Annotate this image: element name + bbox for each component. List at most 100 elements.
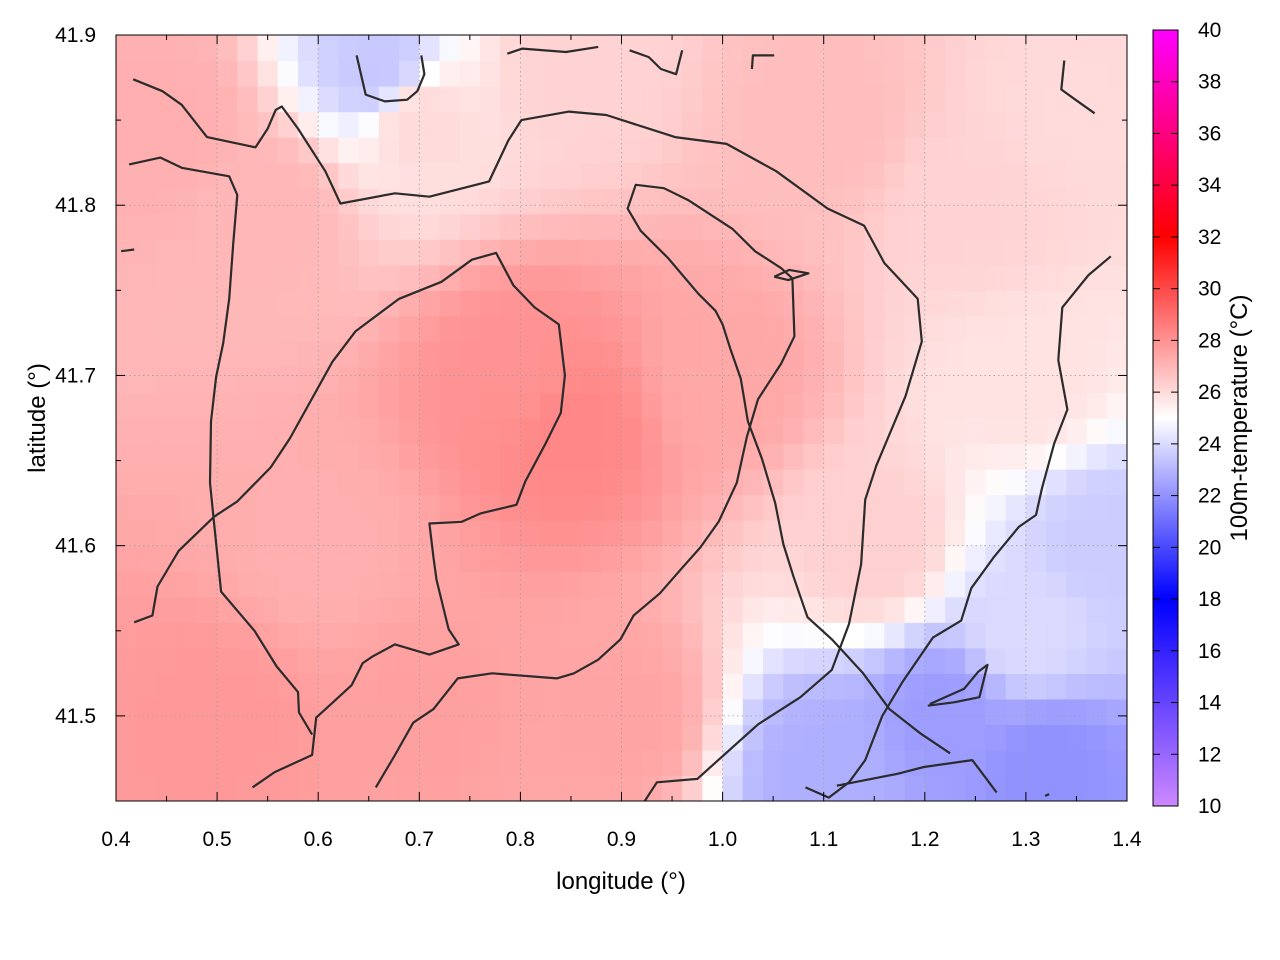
heatmap-cell xyxy=(257,749,279,777)
heatmap-cell xyxy=(742,494,764,521)
heatmap-cell xyxy=(1086,290,1108,317)
heatmap-cell xyxy=(601,545,623,572)
heatmap-cell xyxy=(823,724,845,751)
heatmap-cell xyxy=(358,290,380,317)
heatmap-cell xyxy=(459,622,481,649)
heatmap-cell xyxy=(297,290,319,317)
heatmap-cell xyxy=(277,111,299,138)
heatmap-cell xyxy=(864,60,885,87)
heatmap-cell xyxy=(136,622,158,649)
heatmap-cell xyxy=(378,239,400,266)
heatmap-cell xyxy=(924,647,946,674)
heatmap-cell xyxy=(924,775,946,801)
heatmap-cell xyxy=(985,571,1007,598)
heatmap-cell xyxy=(217,188,238,215)
heatmap-cell xyxy=(1066,315,1088,342)
heatmap-cell xyxy=(884,596,906,623)
heatmap-cell xyxy=(277,622,299,649)
heatmap-cell xyxy=(1046,341,1067,368)
heatmap-cell xyxy=(722,162,744,189)
heatmap-cell xyxy=(581,698,602,725)
heatmap-cell xyxy=(378,443,400,470)
heatmap-cell xyxy=(378,137,400,164)
heatmap-cell xyxy=(196,137,218,164)
heatmap-cell xyxy=(136,188,158,215)
heatmap-cell xyxy=(399,239,420,266)
heatmap-cell xyxy=(237,673,259,700)
heatmap-cell xyxy=(297,162,319,189)
heatmap-cell xyxy=(318,698,340,725)
heatmap-cell xyxy=(560,213,582,240)
heatmap-cell xyxy=(318,647,340,674)
heatmap-cell xyxy=(479,545,501,572)
heatmap-cell xyxy=(459,86,481,113)
heatmap-cell xyxy=(560,596,582,623)
heatmap-cell xyxy=(763,418,784,445)
heatmap-cell xyxy=(399,392,420,419)
heatmap-cell xyxy=(823,264,845,291)
heatmap-cell xyxy=(237,698,259,725)
heatmap-cell xyxy=(843,520,865,547)
heatmap-cell xyxy=(803,162,825,189)
y-tick-label: 41.9 xyxy=(55,24,96,47)
heatmap-cell xyxy=(136,239,158,266)
heatmap-cell xyxy=(378,571,400,598)
heatmap-cell xyxy=(217,775,238,801)
heatmap-cell xyxy=(843,213,865,240)
heatmap-cell xyxy=(1046,520,1067,547)
heatmap-cell xyxy=(621,520,643,547)
heatmap-cell xyxy=(641,341,663,368)
heatmap-cell xyxy=(479,698,501,725)
heatmap-cell xyxy=(581,315,602,342)
heatmap-cell xyxy=(237,315,259,342)
heatmap-cell xyxy=(277,341,299,368)
heatmap-cell xyxy=(641,571,663,598)
heatmap-cell xyxy=(419,775,441,801)
heatmap-cell xyxy=(742,341,764,368)
heatmap-cell xyxy=(217,213,238,240)
heatmap-cell xyxy=(945,137,966,164)
heatmap-cell xyxy=(1025,315,1047,342)
heatmap-cell xyxy=(884,315,906,342)
heatmap-cell xyxy=(601,341,623,368)
heatmap-cell xyxy=(378,264,400,291)
heatmap-cell xyxy=(277,188,299,215)
heatmap-cell xyxy=(904,213,926,240)
heatmap-cell xyxy=(682,137,703,164)
heatmap-cell xyxy=(237,724,259,751)
heatmap-cell xyxy=(924,188,946,215)
heatmap-cell xyxy=(358,137,380,164)
heatmap-cell xyxy=(661,469,683,496)
heatmap-cell xyxy=(621,443,643,470)
heatmap-cell xyxy=(924,520,946,547)
heatmap-cell xyxy=(904,418,926,445)
heatmap-cell xyxy=(904,86,926,113)
heatmap-cell xyxy=(540,622,562,649)
heatmap-cell xyxy=(1025,86,1047,113)
heatmap-cell xyxy=(682,392,703,419)
heatmap-cell xyxy=(965,571,987,598)
heatmap-cell xyxy=(439,749,461,777)
heatmap-cell xyxy=(904,494,926,521)
colorbar-tick-label: 38 xyxy=(1198,71,1221,94)
heatmap-cell xyxy=(641,698,663,725)
heatmap-cell xyxy=(985,315,1007,342)
heatmap-cell xyxy=(136,213,158,240)
heatmap-cell xyxy=(297,188,319,215)
heatmap-cell xyxy=(358,264,380,291)
heatmap-cell xyxy=(702,213,724,240)
heatmap-cell xyxy=(176,35,198,62)
heatmap-cell xyxy=(924,213,946,240)
heatmap-cell xyxy=(783,137,805,164)
heatmap-cell xyxy=(318,520,340,547)
heatmap-cell xyxy=(419,111,441,138)
heatmap-cell xyxy=(439,494,461,521)
heatmap-cell xyxy=(1106,443,1127,470)
heatmap-cell xyxy=(1066,366,1088,394)
heatmap-cell xyxy=(217,520,238,547)
heatmap-cell xyxy=(156,239,178,266)
heatmap-cell xyxy=(1106,213,1127,240)
heatmap-cell xyxy=(136,520,158,547)
heatmap-cell xyxy=(884,749,906,777)
heatmap-cell xyxy=(641,647,663,674)
